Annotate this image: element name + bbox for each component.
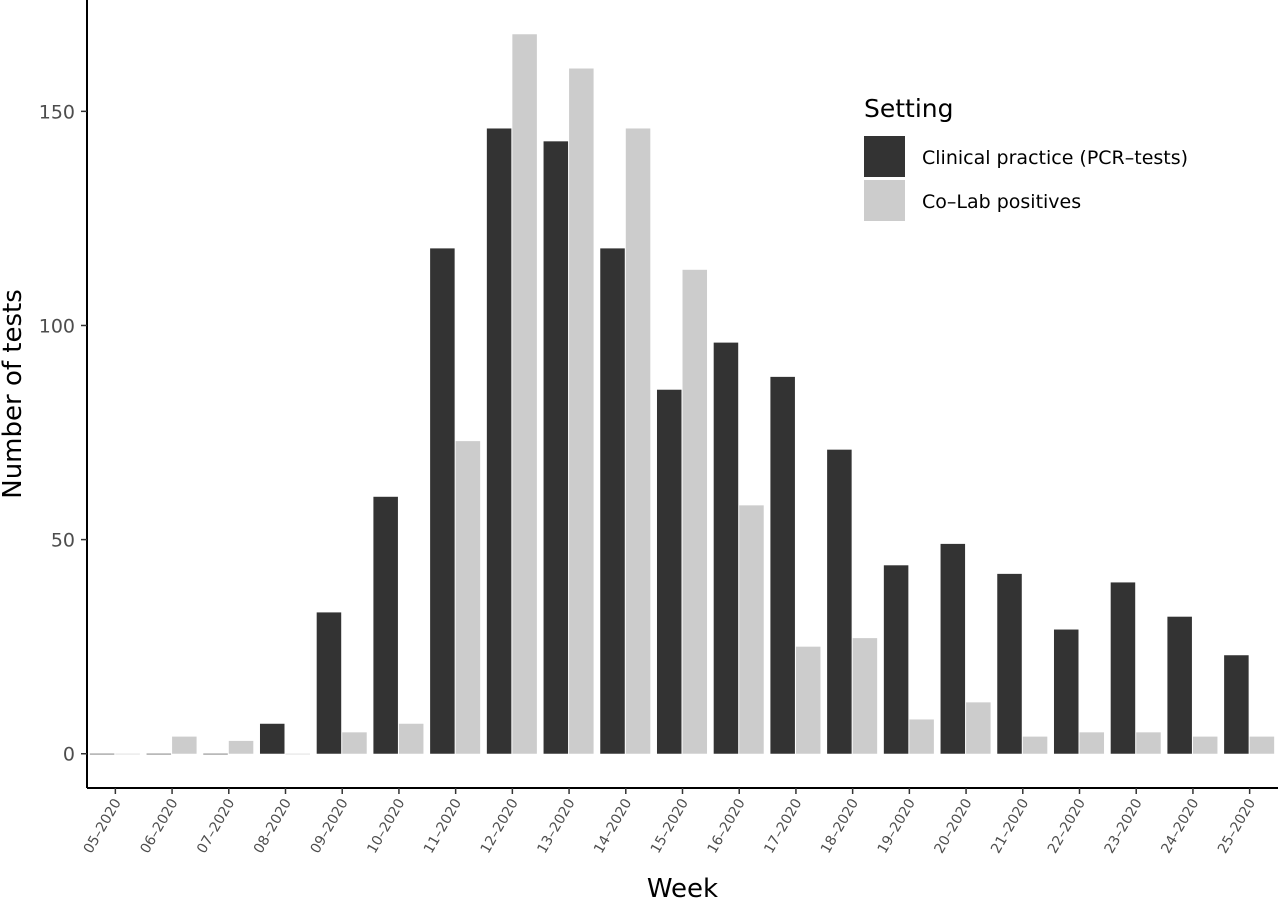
bar-clinical-15-2020 — [656, 389, 682, 754]
bar-clinical-24-2020 — [1167, 616, 1192, 754]
bar-colab-16-2020 — [739, 505, 764, 754]
x-tick-label-12-2020: 12–2020 — [478, 796, 522, 856]
x-tick-label-21-2020: 21–2020 — [988, 796, 1032, 856]
bar-clinical-18-2020 — [827, 449, 852, 754]
bar-clinical-11-2020 — [430, 248, 455, 754]
bar-colab-24-2020 — [1192, 736, 1218, 754]
bar-clinical-17-2020 — [770, 376, 795, 754]
bar-colab-05-2020 — [115, 753, 140, 755]
bar-clinical-13-2020 — [543, 141, 569, 754]
bar-clinical-25-2020 — [1224, 655, 1249, 754]
x-tick-label-17-2020: 17–2020 — [761, 796, 805, 856]
x-tick-label-11-2020: 11–2020 — [421, 796, 465, 856]
bar-colab-13-2020 — [569, 68, 594, 754]
x-tick-label-20-2020: 20–2020 — [931, 796, 975, 856]
bar-clinical-14-2020 — [600, 248, 625, 754]
bar-colab-10-2020 — [398, 723, 424, 754]
bar-colab-23-2020 — [1136, 732, 1161, 754]
bar-clinical-19-2020 — [883, 565, 909, 754]
bar-colab-19-2020 — [909, 719, 934, 754]
x-tick-label-06-2020: 06–2020 — [137, 796, 181, 856]
x-tick-label-22-2020: 22–2020 — [1045, 796, 1089, 856]
legend-label-clinical: Clinical practice (PCR–tests) — [922, 147, 1188, 169]
x-axis-ticks: 05–2020 06–2020 07–2020 08–2020 09–2020 10–20… — [81, 788, 1259, 856]
bar-colab-17-2020 — [795, 646, 821, 754]
y-axis-ticks: 0 50 100 150 — [39, 101, 87, 766]
bar-clinical-16-2020 — [713, 342, 739, 754]
bar-colab-06-2020 — [172, 736, 197, 754]
x-tick-label-24-2020: 24–2020 — [1158, 796, 1202, 856]
x-axis-title: Week — [647, 874, 718, 901]
bars-layer — [89, 34, 1275, 755]
bar-colab-18-2020 — [852, 638, 878, 754]
bar-colab-21-2020 — [1022, 736, 1048, 754]
bar-clinical-21-2020 — [997, 573, 1022, 754]
x-tick-label-19-2020: 19–2020 — [875, 796, 919, 856]
legend-key-clinical — [864, 136, 905, 177]
bar-colab-14-2020 — [625, 128, 651, 754]
x-tick-label-13-2020: 13–2020 — [534, 796, 578, 856]
legend-key-colab — [864, 180, 905, 221]
legend-label-colab: Co–Lab positives — [922, 191, 1081, 213]
bar-clinical-06-2020 — [146, 753, 172, 755]
bar-colab-09-2020 — [342, 732, 367, 754]
x-tick-label-14-2020: 14–2020 — [591, 796, 635, 856]
y-tick-label-100: 100 — [39, 315, 75, 337]
x-tick-label-15-2020: 15–2020 — [648, 796, 692, 856]
bar-colab-25-2020 — [1249, 736, 1275, 754]
x-tick-label-05-2020: 05–2020 — [81, 796, 125, 856]
bar-clinical-05-2020 — [89, 753, 115, 755]
bar-colab-22-2020 — [1079, 732, 1105, 754]
bar-colab-20-2020 — [966, 702, 991, 754]
bar-colab-07-2020 — [228, 740, 254, 754]
bar-colab-15-2020 — [682, 269, 708, 754]
y-axis-title: Number of tests — [0, 289, 28, 499]
bar-colab-08-2020 — [285, 753, 311, 755]
bar-colab-11-2020 — [455, 441, 481, 754]
y-tick-label-50: 50 — [51, 530, 75, 552]
y-tick-label-150: 150 — [39, 101, 75, 123]
y-tick-label-0: 0 — [63, 744, 75, 766]
bar-clinical-10-2020 — [373, 496, 398, 754]
x-tick-label-16-2020: 16–2020 — [705, 796, 749, 856]
x-tick-label-09-2020: 09–2020 — [308, 796, 352, 856]
x-tick-label-08-2020: 08–2020 — [251, 796, 295, 856]
legend: Setting Clinical practice (PCR–tests) Co… — [864, 94, 1188, 221]
x-tick-label-07-2020: 07–2020 — [194, 796, 238, 856]
x-tick-label-18-2020: 18–2020 — [818, 796, 862, 856]
bar-clinical-22-2020 — [1053, 629, 1079, 754]
bar-clinical-12-2020 — [486, 128, 512, 754]
x-tick-label-23-2020: 23–2020 — [1102, 796, 1146, 856]
x-tick-label-10-2020: 10–2020 — [364, 796, 408, 856]
bar-clinical-07-2020 — [203, 753, 228, 755]
bar-clinical-08-2020 — [259, 723, 285, 754]
bar-clinical-20-2020 — [940, 543, 966, 754]
x-tick-label-25-2020: 25–2020 — [1215, 796, 1259, 856]
bar-clinical-23-2020 — [1110, 582, 1136, 754]
legend-title: Setting — [864, 94, 954, 123]
bar-colab-12-2020 — [512, 34, 537, 754]
bar-clinical-09-2020 — [316, 612, 342, 754]
